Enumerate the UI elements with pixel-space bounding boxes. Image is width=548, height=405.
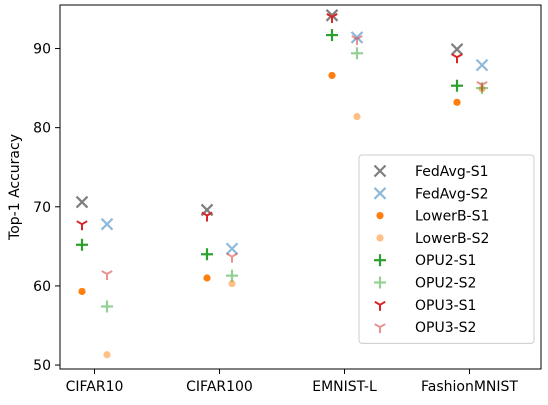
legend-label: OPU2-S2 xyxy=(415,276,476,292)
data-point xyxy=(475,58,489,72)
data-point xyxy=(101,300,113,313)
legend-label: LowerB-S2 xyxy=(415,231,489,247)
data-point xyxy=(451,79,463,92)
data-point xyxy=(101,270,113,281)
legend-item: LowerB-S2 xyxy=(376,231,489,247)
data-point xyxy=(450,43,464,56)
legend-item: OPU2-S2 xyxy=(374,276,476,292)
legend-item: FedAvg-S1 xyxy=(373,164,489,180)
data-point xyxy=(353,112,361,121)
x-tick-label: CIFAR10 xyxy=(66,379,124,395)
data-point xyxy=(326,29,338,42)
legend-item: OPU3-S2 xyxy=(374,320,476,336)
data-point xyxy=(76,238,88,251)
data-point xyxy=(201,248,213,261)
y-tick-label: 90 xyxy=(33,42,51,58)
x-tick-label: CIFAR100 xyxy=(186,379,253,395)
x-axis: CIFAR10 CIFAR100 EMNIST-L FashionMNIST xyxy=(66,369,518,395)
data-point xyxy=(325,9,339,22)
legend-label: OPU2-S1 xyxy=(415,253,476,269)
legend-marker xyxy=(373,164,387,178)
data-point xyxy=(78,287,86,296)
legend-box xyxy=(358,154,535,344)
data-point xyxy=(228,279,236,288)
data-point xyxy=(350,31,364,44)
x-tick-label: FashionMNIST xyxy=(421,379,518,395)
legend-marker xyxy=(373,187,387,200)
y-tick-label: 70 xyxy=(33,200,51,216)
data-point xyxy=(100,217,114,231)
y-tick-label: 50 xyxy=(33,358,51,374)
legend-label: LowerB-S1 xyxy=(415,209,489,225)
legend-marker xyxy=(374,254,386,267)
legend-item: OPU3-S1 xyxy=(374,298,476,314)
y-axis-label: Top-1 Accuracy xyxy=(7,134,23,241)
legend-label: OPU3-S1 xyxy=(415,298,476,314)
legend-label: OPU3-S2 xyxy=(415,320,476,336)
legend-marker xyxy=(374,300,386,311)
legend-marker xyxy=(376,234,384,242)
data-point xyxy=(328,71,336,80)
data-marks xyxy=(75,9,489,359)
data-point xyxy=(453,98,461,106)
plot-frame xyxy=(59,4,542,370)
data-point xyxy=(203,274,211,282)
legend-item: OPU2-S1 xyxy=(374,253,476,269)
y-axis: 50 60 70 80 90 xyxy=(33,42,60,374)
legend-item: FedAvg-S2 xyxy=(373,186,489,202)
y-tick-label: 80 xyxy=(33,121,51,137)
data-point xyxy=(201,211,213,222)
data-point xyxy=(476,81,488,91)
data-point xyxy=(326,13,338,23)
legend-label: FedAvg-S1 xyxy=(415,164,489,180)
legend: FedAvg-S1 FedAvg-S2 LowerB-S1 LowerB-S2 OPU2… xyxy=(358,154,535,344)
data-point xyxy=(351,47,363,60)
data-point xyxy=(76,220,88,231)
data-point xyxy=(226,252,238,263)
legend-marker xyxy=(376,212,384,220)
legend-item: LowerB-S1 xyxy=(376,209,489,225)
data-point xyxy=(103,351,111,359)
data-point xyxy=(225,242,239,255)
legend-marker xyxy=(374,276,386,289)
legend-label: FedAvg-S2 xyxy=(415,186,489,202)
y-tick-label: 60 xyxy=(33,279,51,295)
x-tick-label: EMNIST-L xyxy=(312,379,377,395)
data-point xyxy=(351,35,363,46)
data-point xyxy=(226,269,238,282)
legend-marker xyxy=(374,323,386,334)
data-point xyxy=(451,53,463,64)
data-point xyxy=(75,195,89,209)
